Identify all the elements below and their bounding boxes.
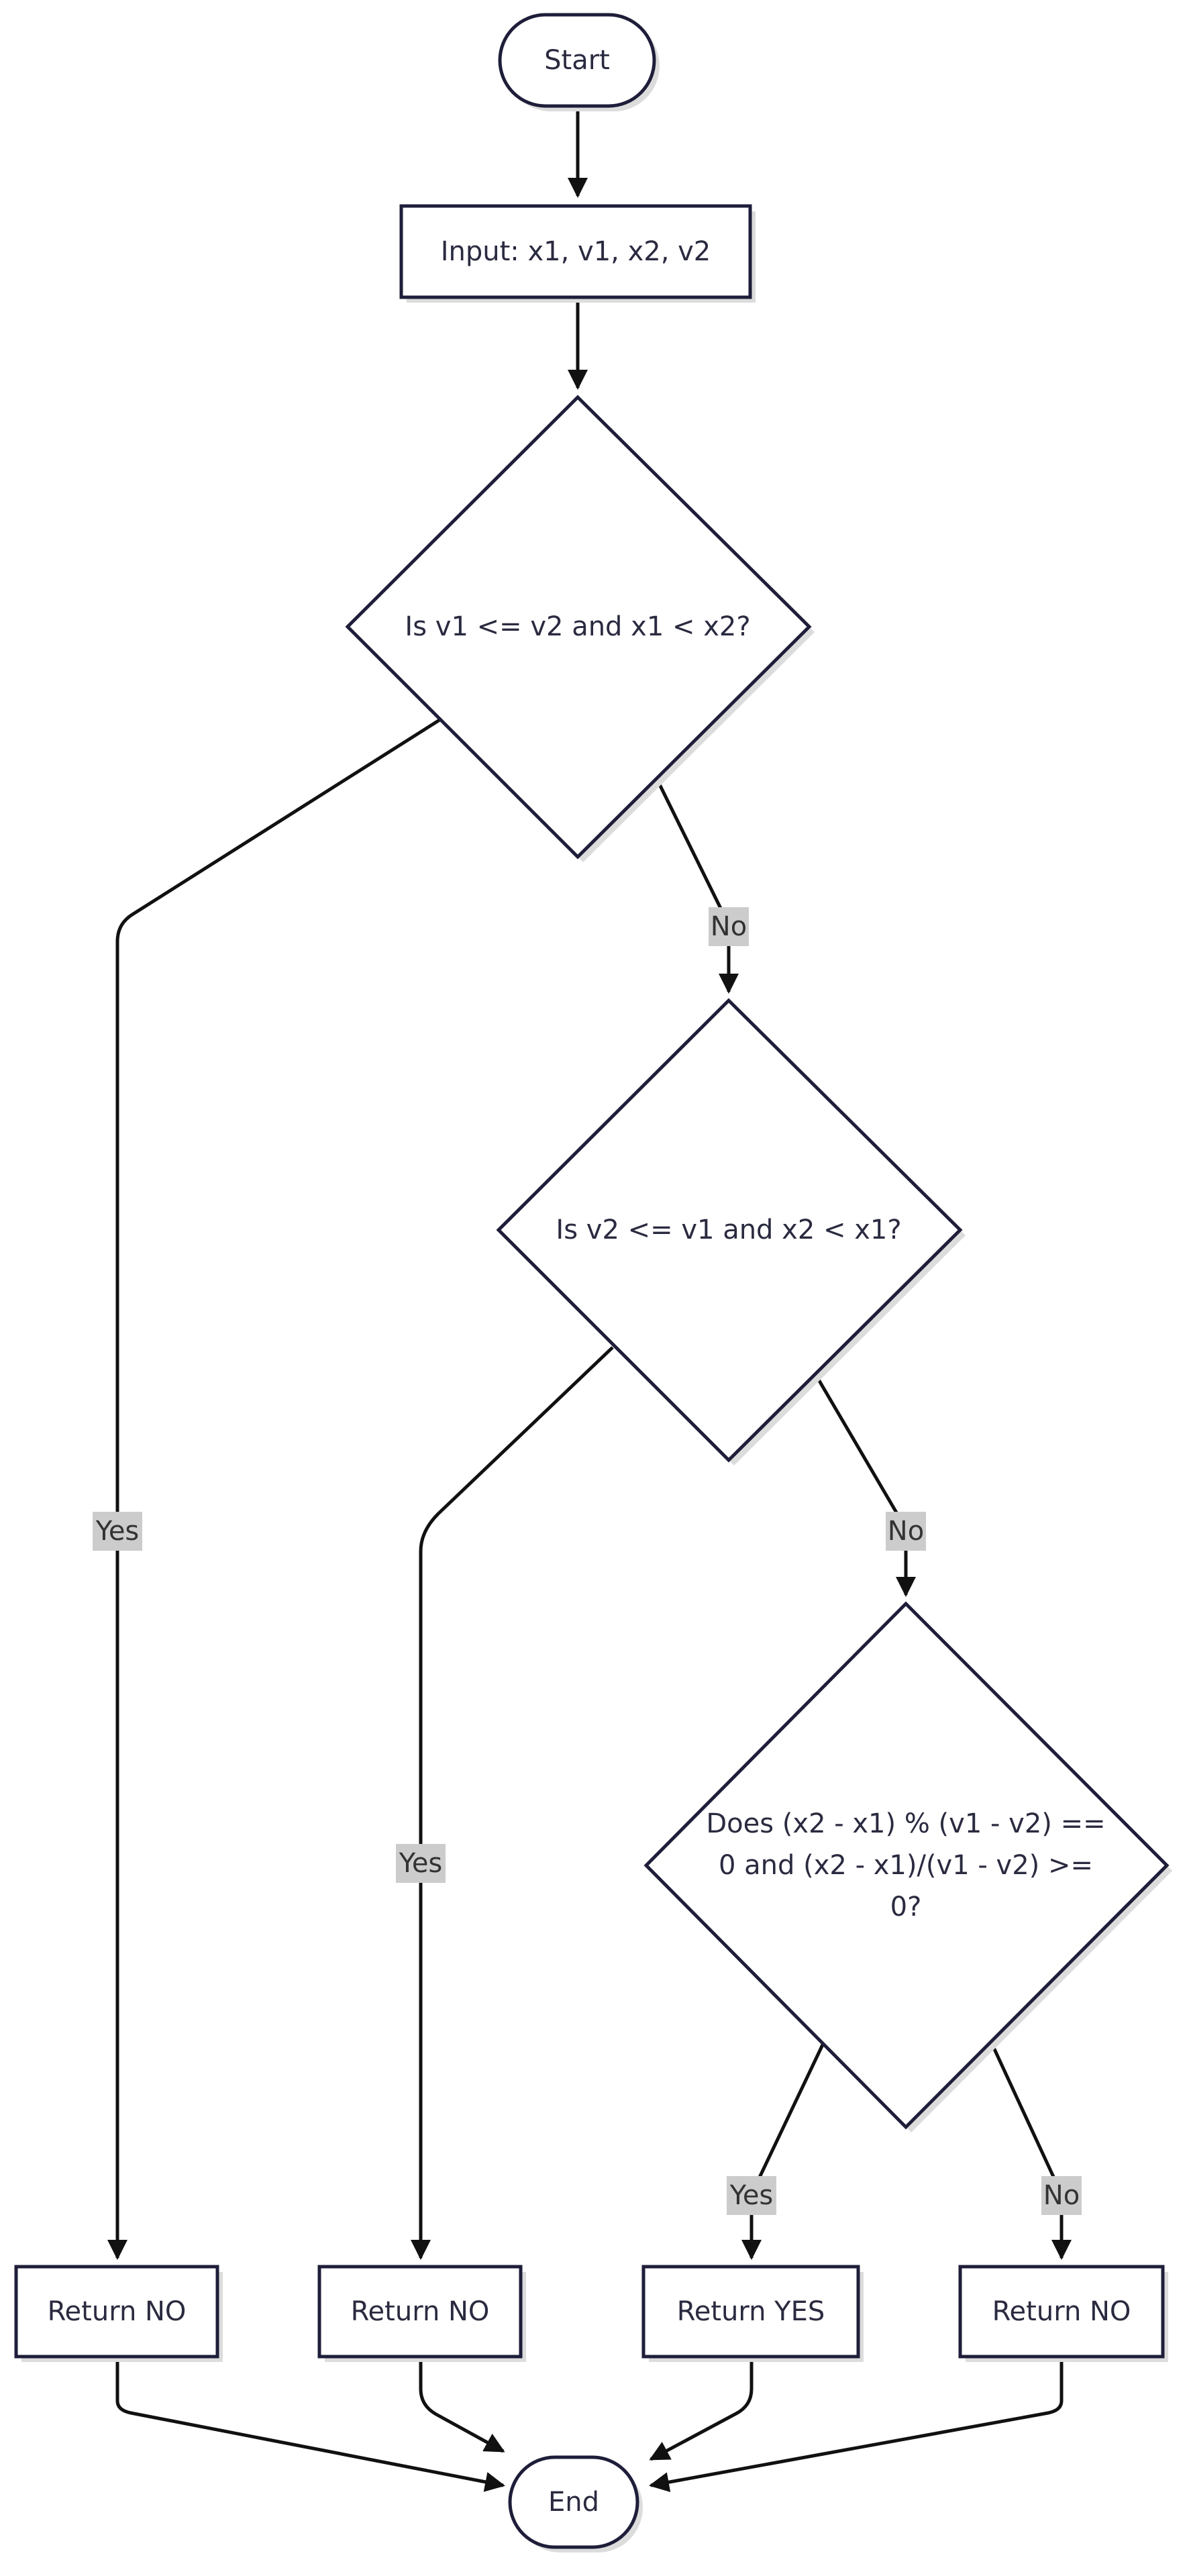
end-node: End <box>508 2455 643 2553</box>
edge-decision1-yes <box>107 718 441 2260</box>
decision-3-text-line-1: Does (x2 - x1) % (v1 - v2) == <box>706 1808 1105 1839</box>
start-node: Start <box>498 13 660 111</box>
edge-label-d3-no-text: No <box>1043 2180 1080 2211</box>
start-node-text: Start <box>544 45 610 76</box>
edge-return-no-1-to-end <box>115 2358 505 2492</box>
edge-decision3-yes <box>741 2041 826 2260</box>
edge-return-yes-to-end <box>649 2358 754 2461</box>
edge-label-d1-no: No <box>709 907 749 946</box>
decision-3: Does (x2 - x1) % (v1 - v2) == 0 and (x2 … <box>643 1601 1172 2132</box>
return-no-node-3: Return NO <box>958 2265 1168 2362</box>
return-no-node-1: Return NO <box>14 2265 223 2362</box>
edge-label-d2-yes: Yes <box>396 1844 446 1883</box>
edge-return-no-2-to-end <box>419 2358 505 2453</box>
edge-return-no-3-to-end <box>649 2358 1064 2492</box>
edge-label-d2-no: No <box>886 1512 926 1551</box>
edge-label-d1-no-text: No <box>711 911 747 942</box>
edge-label-d1-yes: Yes <box>93 1512 142 1551</box>
input-node-text: Input: x1, v1, x2, v2 <box>441 236 711 267</box>
edge-decision3-no <box>989 2041 1072 2260</box>
end-node-text: End <box>548 2487 599 2518</box>
input-node: Input: x1, v1, x2, v2 <box>399 204 756 303</box>
edge-label-d2-no-text: No <box>888 1516 924 1547</box>
return-yes-text: Return YES <box>677 2296 825 2327</box>
edge-label-d3-no: No <box>1041 2176 1082 2215</box>
decision-2-text: Is v2 <= v1 and x2 < x1? <box>556 1215 901 1245</box>
edge-decision2-yes <box>411 1346 614 2260</box>
return-no-node-2: Return NO <box>317 2265 526 2362</box>
return-no-2-text: Return NO <box>351 2296 490 2327</box>
edge-label-d1-yes-text: Yes <box>95 1516 140 1547</box>
decision-3-text-line-2: 0 and (x2 - x1)/(v1 - v2) >= <box>719 1850 1093 1881</box>
edge-decision2-no <box>815 1375 916 1597</box>
decision-3-text-line-3: 0? <box>890 1892 922 1922</box>
edge-label-d2-yes-text: Yes <box>399 1848 443 1879</box>
return-no-3-text: Return NO <box>992 2296 1131 2327</box>
edge-label-d3-yes: Yes <box>727 2176 776 2215</box>
decision-1: Is v1 <= v2 and x1 < x2? <box>345 395 815 862</box>
edge-labels: No Yes No Yes Yes No <box>93 907 1082 2215</box>
edge-decision1-no <box>656 779 739 994</box>
edge-label-d3-yes-text: Yes <box>729 2180 774 2211</box>
return-yes-node: Return YES <box>641 2265 864 2362</box>
decision-2: Is v2 <= v1 and x2 < x1? <box>496 998 966 1465</box>
decision-1-text: Is v1 <= v2 and x1 < x2? <box>405 611 750 642</box>
return-no-1-text: Return NO <box>48 2296 187 2327</box>
